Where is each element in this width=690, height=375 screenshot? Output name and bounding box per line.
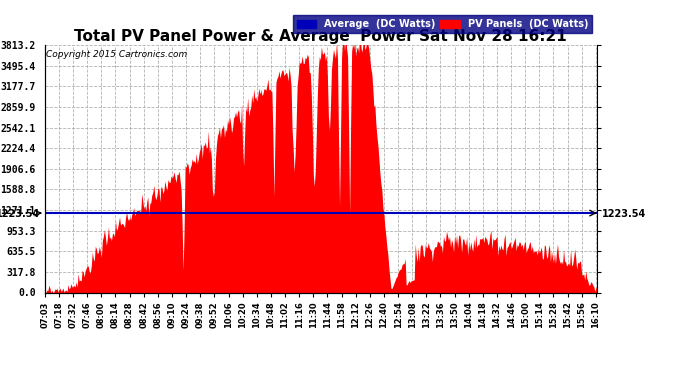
Legend: Average  (DC Watts), PV Panels  (DC Watts): Average (DC Watts), PV Panels (DC Watts) bbox=[293, 15, 592, 33]
Title: Total PV Panel Power & Average  Power Sat Nov 28 16:21: Total PV Panel Power & Average Power Sat… bbox=[75, 29, 567, 44]
Text: Copyright 2015 Cartronics.com: Copyright 2015 Cartronics.com bbox=[46, 50, 187, 59]
